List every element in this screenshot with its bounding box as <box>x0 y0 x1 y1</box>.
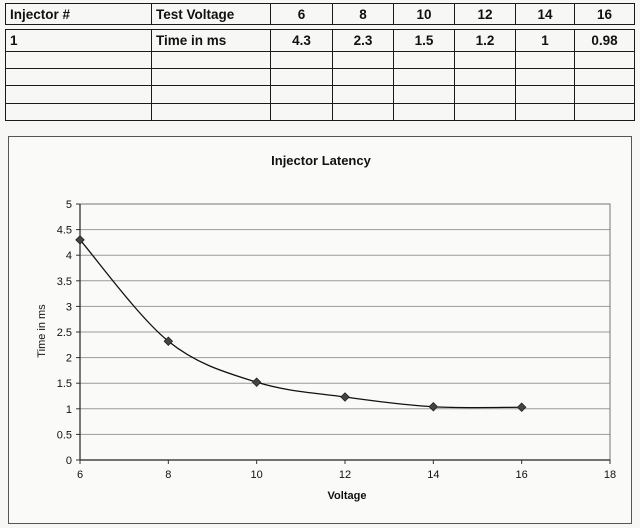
y-tick-label: 2.5 <box>57 327 72 339</box>
x-tick-label: 16 <box>516 469 528 481</box>
series-line <box>79 239 522 409</box>
data-point <box>251 377 262 387</box>
table-row-empty <box>5 68 635 87</box>
injector-data-table: Injector # Test Voltage 6 8 10 12 14 16 … <box>5 2 635 122</box>
header-voltage-12: 12 <box>454 2 516 26</box>
header-voltage-8: 8 <box>332 2 394 26</box>
y-tick-label: 0 <box>66 455 72 467</box>
table-header-row: Injector # Test Voltage 6 8 10 12 14 16 <box>5 2 635 26</box>
header-injector: Injector # <box>5 2 152 26</box>
cell-row-label: Time in ms <box>151 29 271 52</box>
x-tick-label: 6 <box>77 469 83 481</box>
cell-time-10: 1.5 <box>393 29 455 52</box>
header-voltage-16: 16 <box>574 2 635 26</box>
header-voltage-14: 14 <box>515 2 575 26</box>
y-tick-label: 3 <box>66 301 72 313</box>
table-row-empty <box>5 102 635 122</box>
x-tick-label: 8 <box>165 469 171 481</box>
cell-time-16: 0.98 <box>574 29 635 52</box>
y-axis-label: Time in ms <box>36 304 48 358</box>
data-point <box>428 401 439 412</box>
y-tick-label: 2 <box>66 353 72 365</box>
data-point <box>340 392 350 402</box>
cell-time-12: 1.2 <box>454 29 516 52</box>
x-tick-label: 10 <box>251 469 263 481</box>
x-tick-label: 14 <box>427 469 439 481</box>
y-tick-label: 4.5 <box>57 225 72 237</box>
cell-injector-number: 1 <box>5 29 152 52</box>
y-tick-label: 1.5 <box>57 378 72 390</box>
chart-title: Injector Latency <box>271 153 371 168</box>
x-axis-label: Voltage <box>328 490 367 502</box>
chart-frame <box>8 136 632 524</box>
y-tick-label: 0.5 <box>57 429 72 441</box>
data-point <box>516 402 527 413</box>
cell-time-6: 4.3 <box>270 29 333 52</box>
cell-time-8: 2.3 <box>332 29 394 52</box>
y-tick-label: 1 <box>66 404 72 416</box>
table-row: 1 Time in ms 4.3 2.3 1.5 1.2 1 0.98 <box>5 29 635 52</box>
data-point <box>75 235 85 245</box>
data-point <box>163 336 174 346</box>
y-tick-label: 5 <box>66 199 72 211</box>
y-tick-label: 3.5 <box>57 276 72 288</box>
y-tick-label: 4 <box>66 250 72 262</box>
x-tick-label: 18 <box>604 469 616 481</box>
x-tick-label: 12 <box>339 469 351 481</box>
